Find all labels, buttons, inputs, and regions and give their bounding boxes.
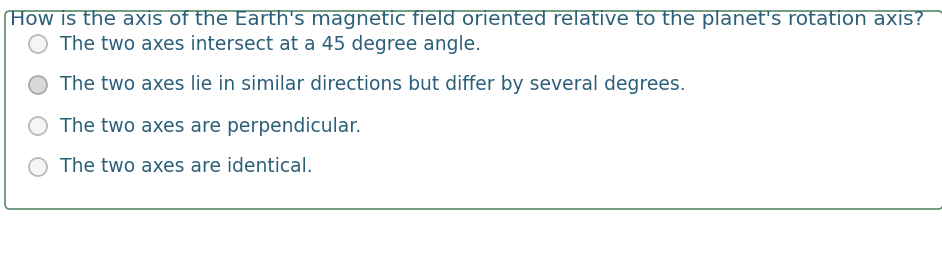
- Text: The two axes are perpendicular.: The two axes are perpendicular.: [60, 117, 361, 135]
- Text: The two axes are identical.: The two axes are identical.: [60, 157, 313, 177]
- Text: The two axes lie in similar directions but differ by several degrees.: The two axes lie in similar directions b…: [60, 75, 686, 95]
- Text: How is the axis of the Earth's magnetic field oriented relative to the planet's : How is the axis of the Earth's magnetic …: [10, 10, 924, 29]
- Circle shape: [29, 76, 47, 94]
- Circle shape: [29, 158, 47, 176]
- Text: The two axes intersect at a 45 degree angle.: The two axes intersect at a 45 degree an…: [60, 35, 481, 53]
- Circle shape: [29, 117, 47, 135]
- Circle shape: [29, 35, 47, 53]
- FancyBboxPatch shape: [5, 11, 942, 209]
